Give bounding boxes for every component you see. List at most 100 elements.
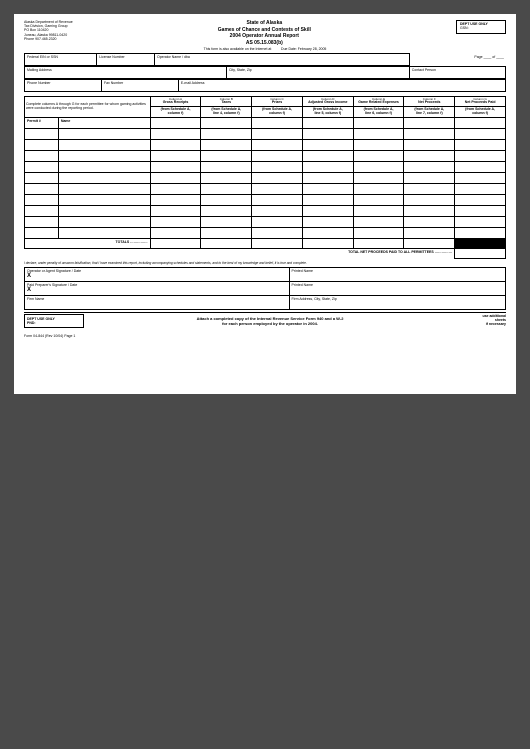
printed-name-1[interactable]: Printed Name [289,267,505,281]
cell[interactable] [455,248,506,258]
cell[interactable] [58,139,150,150]
cell[interactable] [353,216,404,227]
cell[interactable] [302,183,353,194]
cell[interactable] [455,128,506,139]
cell[interactable] [252,216,303,227]
cell[interactable] [252,139,303,150]
cell[interactable] [150,216,201,227]
cell[interactable] [353,117,404,128]
cell[interactable] [25,205,59,216]
cell[interactable] [58,161,150,172]
cell[interactable] [201,238,252,248]
cell[interactable] [404,139,455,150]
cell[interactable] [353,139,404,150]
cell[interactable] [302,172,353,183]
cell[interactable] [302,139,353,150]
field-operator-name[interactable]: Operator Name / dba [154,54,409,66]
field-license[interactable]: License Number [97,54,155,66]
cell[interactable] [25,139,59,150]
cell[interactable] [353,183,404,194]
cell[interactable] [252,183,303,194]
cell[interactable] [58,172,150,183]
cell[interactable] [150,150,201,161]
cell[interactable] [252,205,303,216]
cell[interactable] [404,194,455,205]
cell[interactable] [353,227,404,238]
cell[interactable] [201,205,252,216]
cell[interactable] [25,194,59,205]
cell[interactable] [455,205,506,216]
cell[interactable] [302,117,353,128]
cell[interactable] [201,139,252,150]
cell[interactable] [353,172,404,183]
cell[interactable] [302,161,353,172]
field-mailing[interactable]: Mailing Address [25,67,227,79]
firm-address[interactable]: Firm Address, City, State, Zip [289,295,505,309]
cell[interactable] [455,150,506,161]
cell[interactable] [353,238,404,248]
firm-name[interactable]: Firm Name [25,295,290,309]
cell[interactable] [25,128,59,139]
cell[interactable] [58,205,150,216]
field-fax[interactable]: Fax Number [101,80,178,92]
cell[interactable] [353,150,404,161]
cell[interactable] [353,128,404,139]
cell[interactable] [455,172,506,183]
cell[interactable] [404,238,455,248]
cell[interactable] [252,238,303,248]
cell[interactable] [302,194,353,205]
cell[interactable] [201,227,252,238]
cell[interactable] [404,216,455,227]
cell[interactable] [404,128,455,139]
cell[interactable] [150,117,201,128]
cell[interactable] [201,183,252,194]
cell[interactable] [252,150,303,161]
cell[interactable] [404,183,455,194]
cell[interactable] [58,194,150,205]
cell[interactable] [25,216,59,227]
printed-name-2[interactable]: Printed Name [289,281,505,295]
cell[interactable] [252,128,303,139]
cell[interactable] [58,150,150,161]
field-phone[interactable]: Phone Number [25,80,102,92]
cell[interactable] [404,161,455,172]
cell[interactable] [25,227,59,238]
field-city-state-zip[interactable]: City, State, Zip [227,67,410,79]
cell[interactable] [25,183,59,194]
cell[interactable] [201,117,252,128]
cell[interactable] [150,183,201,194]
cell[interactable] [201,150,252,161]
cell[interactable] [302,216,353,227]
cell[interactable] [455,139,506,150]
cell[interactable] [455,117,506,128]
cell[interactable] [353,194,404,205]
cell[interactable] [455,227,506,238]
cell[interactable] [150,161,201,172]
cell[interactable] [353,161,404,172]
cell[interactable] [302,128,353,139]
sig-preparer[interactable]: Paid Preparer's Signature / Date X [25,281,290,295]
cell[interactable] [150,128,201,139]
cell[interactable] [404,227,455,238]
cell[interactable] [252,117,303,128]
cell[interactable] [58,227,150,238]
cell[interactable] [455,216,506,227]
cell[interactable] [252,227,303,238]
cell[interactable] [353,205,404,216]
cell[interactable] [150,227,201,238]
field-email[interactable]: E-mail Address [178,80,505,92]
cell[interactable] [302,205,353,216]
cell[interactable] [302,238,353,248]
cell[interactable] [150,172,201,183]
cell[interactable] [25,150,59,161]
cell[interactable] [404,172,455,183]
cell[interactable] [58,216,150,227]
cell[interactable] [404,205,455,216]
cell[interactable] [252,161,303,172]
cell[interactable] [58,183,150,194]
cell[interactable] [150,238,201,248]
cell[interactable] [150,205,201,216]
cell[interactable] [25,172,59,183]
cell[interactable] [252,194,303,205]
cell[interactable] [404,150,455,161]
